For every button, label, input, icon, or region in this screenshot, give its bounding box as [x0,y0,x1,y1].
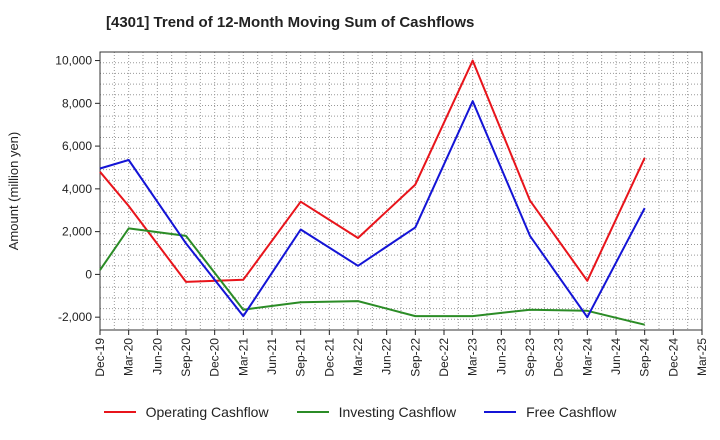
x-tick-label: Dec-24 [666,338,680,377]
y-tick-label: 4,000 [62,182,92,196]
series-line-operating [99,59,646,283]
x-tick-label: Sep-22 [408,338,422,377]
y-axis-label: Amount (million yen) [6,132,21,251]
x-tick-label: Sep-24 [638,338,652,377]
legend-label-investing: Investing Cashflow [338,404,457,420]
x-tick-label: Mar-23 [466,338,480,376]
x-tick-label: Sep-20 [179,338,193,377]
x-tick-label: Jun-22 [380,338,394,375]
x-tick-label: Dec-22 [437,338,451,377]
y-tick-label: 2,000 [62,225,92,239]
x-tick-label: Mar-24 [580,338,594,376]
x-tick-label: Mar-22 [351,338,365,376]
series-line-investing [99,227,645,326]
x-tick-label: Dec-23 [552,338,566,377]
plot-frame [99,51,703,331]
y-tick-label: 8,000 [62,96,92,110]
x-tick-label: Sep-21 [294,338,308,377]
legend-item-free: Free Cashflow [484,404,616,420]
x-tick-label: Mar-21 [236,338,250,376]
y-tick-label: 10,000 [55,54,92,68]
x-tick-label: Dec-21 [322,338,336,377]
x-tick-label: Jun-24 [609,338,623,375]
legend-item-investing: Investing Cashflow [296,404,457,420]
y-tick-label: 0 [85,267,92,281]
x-tick-label: Mar-20 [122,338,136,376]
x-tick-label: Mar-25 [695,338,709,376]
x-tick-label: Sep-23 [523,338,537,377]
legend-line-free [484,411,517,413]
legend-line-operating [103,411,136,413]
x-tick-label: Jun-21 [265,338,279,375]
legend-label-operating: Operating Cashflow [145,404,269,420]
x-tick-label: Dec-19 [93,338,107,377]
legend-label-free: Free Cashflow [526,404,617,420]
series-line-free [99,100,646,319]
y-tick-label: -2,000 [58,310,92,324]
chart-legend: Operating Cashflow Investing Cashflow Fr… [0,404,720,420]
chart-title: [4301] Trend of 12-Month Moving Sum of C… [106,14,475,31]
x-tick-label: Jun-20 [150,338,164,375]
x-tick-label: Jun-23 [494,338,508,375]
x-tick-label: Dec-20 [208,338,222,377]
legend-item-operating: Operating Cashflow [103,404,269,420]
legend-line-investing [296,411,329,413]
y-tick-label: 6,000 [62,139,92,153]
